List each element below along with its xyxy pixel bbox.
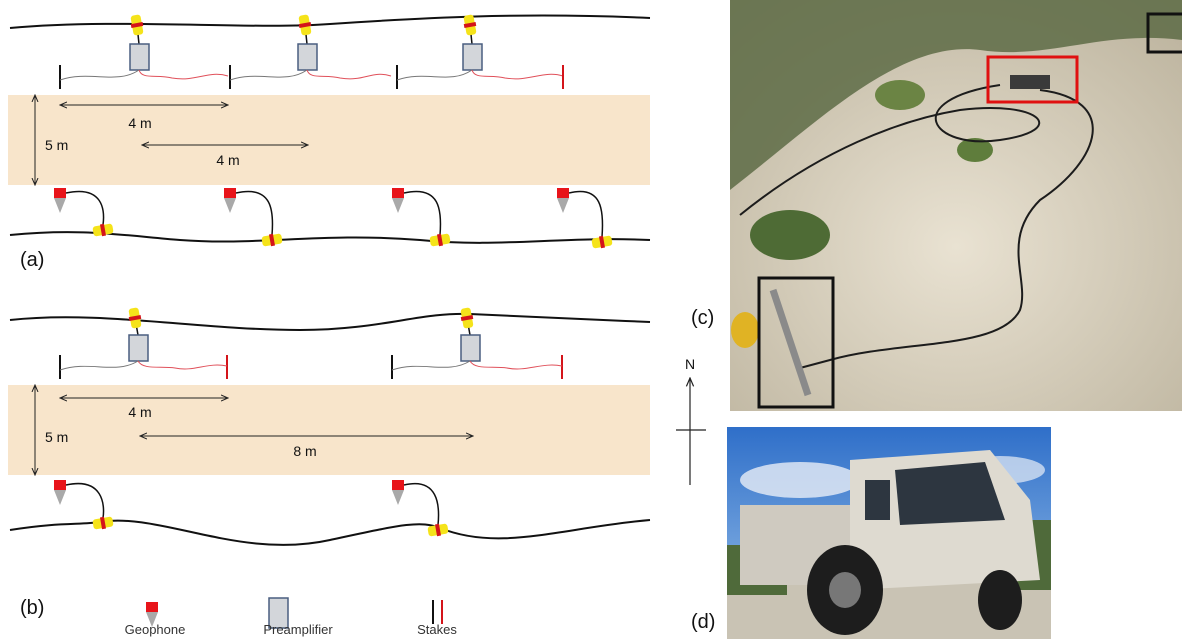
preamplifier bbox=[130, 44, 149, 70]
geophone bbox=[392, 188, 404, 198]
photo-c bbox=[730, 0, 1182, 411]
geophone-spike bbox=[224, 198, 236, 213]
cable bbox=[307, 70, 391, 79]
preamplifier bbox=[298, 44, 317, 70]
preamplifier bbox=[463, 44, 482, 70]
geophone bbox=[54, 480, 66, 490]
geophone bbox=[224, 188, 236, 198]
legend-label: Preamplifier bbox=[263, 622, 333, 637]
preamplifier bbox=[461, 335, 480, 361]
spacing-label: 4 m bbox=[216, 152, 239, 168]
cable bbox=[138, 361, 227, 369]
geophone-spike bbox=[392, 198, 404, 213]
geophone-spike bbox=[54, 198, 66, 213]
geophone-spike bbox=[557, 198, 569, 213]
cable bbox=[236, 191, 273, 235]
geophone bbox=[54, 188, 66, 198]
legend-label: Stakes bbox=[417, 622, 457, 637]
preamplifier bbox=[129, 335, 148, 361]
geophone bbox=[392, 480, 404, 490]
geophone bbox=[557, 188, 569, 198]
cable bbox=[66, 484, 104, 518]
geophone-spike bbox=[54, 490, 66, 505]
cable bbox=[472, 70, 563, 79]
compass-label: N bbox=[685, 356, 695, 372]
cable bbox=[392, 361, 470, 370]
cable bbox=[230, 70, 307, 80]
cable bbox=[60, 70, 139, 80]
spacing-label: 4 m bbox=[128, 115, 151, 131]
compass: N bbox=[676, 356, 706, 485]
panel-label: (b) bbox=[20, 597, 44, 619]
cable bbox=[10, 16, 650, 28]
cable bbox=[470, 361, 562, 369]
cable bbox=[66, 191, 104, 225]
sand-band bbox=[8, 95, 650, 185]
geophone-spike bbox=[392, 490, 404, 505]
photo-d bbox=[727, 427, 1051, 639]
panel-label: (d) bbox=[691, 611, 715, 633]
spacing-label: 4 m bbox=[128, 404, 151, 420]
cable bbox=[404, 191, 441, 235]
width-label: 5 m bbox=[45, 137, 68, 153]
legend-label: Geophone bbox=[125, 622, 186, 637]
width-label: 5 m bbox=[45, 429, 68, 445]
cable bbox=[60, 361, 138, 370]
geophone bbox=[146, 602, 158, 612]
figure: N (a) (b) (c) (d) 5 m 4 m 4 m 5 m 4 m 8 … bbox=[0, 0, 1182, 639]
cable bbox=[404, 484, 439, 525]
cable bbox=[10, 314, 650, 330]
cable bbox=[569, 191, 603, 237]
cable bbox=[139, 70, 228, 79]
panel-label: (a) bbox=[20, 249, 44, 271]
panel-label: (c) bbox=[691, 307, 714, 329]
spacing-label: 8 m bbox=[293, 443, 316, 459]
cable bbox=[397, 70, 472, 80]
